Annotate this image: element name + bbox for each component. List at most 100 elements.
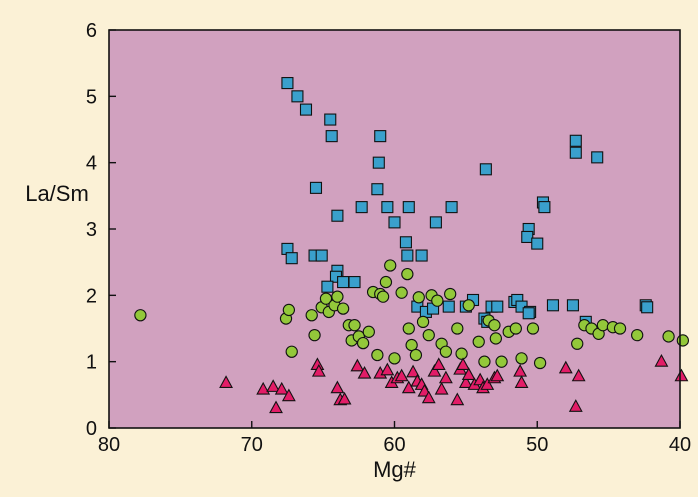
triangle-point bbox=[256, 381, 271, 395]
x-tick-label: 70 bbox=[241, 434, 263, 456]
square-point bbox=[522, 307, 535, 320]
circle-point bbox=[388, 352, 401, 365]
triangle-point bbox=[458, 375, 473, 388]
triangle-point bbox=[406, 364, 420, 378]
circle-point bbox=[596, 319, 610, 332]
triangle-point bbox=[480, 377, 495, 390]
circle-point bbox=[371, 348, 384, 362]
circle-point bbox=[526, 322, 540, 335]
circle-point bbox=[472, 335, 485, 348]
square-point bbox=[337, 276, 350, 289]
triangle-point bbox=[274, 381, 289, 395]
square-point bbox=[402, 201, 415, 214]
circle-point bbox=[533, 356, 547, 370]
triangle-point bbox=[450, 392, 465, 406]
circle-point bbox=[515, 352, 528, 365]
square-point bbox=[291, 90, 304, 103]
circle-point bbox=[336, 302, 350, 315]
square-point bbox=[479, 163, 492, 176]
triangle-point bbox=[490, 368, 505, 382]
square-point bbox=[521, 230, 534, 244]
circle-point bbox=[488, 319, 501, 332]
circle-point bbox=[431, 294, 444, 307]
square-point bbox=[374, 130, 387, 143]
square-point bbox=[442, 300, 455, 313]
circle-point bbox=[416, 315, 430, 329]
triangle-point bbox=[461, 367, 476, 380]
y-tick-label: 6 bbox=[86, 20, 97, 42]
y-tick-label: 2 bbox=[86, 285, 97, 307]
triangle-point bbox=[281, 388, 296, 402]
triangle-point bbox=[421, 390, 436, 404]
square-point bbox=[371, 183, 384, 196]
square-point bbox=[381, 201, 394, 214]
circle-point bbox=[676, 334, 690, 347]
square-point bbox=[299, 103, 313, 116]
circle-point bbox=[362, 325, 375, 338]
circle-point bbox=[376, 290, 390, 303]
square-point bbox=[641, 301, 654, 314]
circle-point bbox=[495, 355, 508, 368]
square-point bbox=[591, 151, 604, 164]
square-point bbox=[531, 237, 544, 250]
plot-area bbox=[109, 30, 680, 428]
square-point bbox=[538, 201, 551, 214]
circle-point bbox=[282, 303, 296, 317]
square-point bbox=[566, 299, 579, 312]
triangle-point bbox=[350, 358, 365, 372]
square-point bbox=[445, 201, 458, 214]
circle-point bbox=[444, 287, 457, 301]
square-point bbox=[415, 249, 428, 262]
circle-point bbox=[134, 309, 147, 322]
circle-point bbox=[331, 290, 344, 303]
circle-point bbox=[356, 336, 370, 350]
square-point bbox=[325, 130, 338, 143]
circle-point bbox=[379, 275, 393, 289]
y-tick-label: 5 bbox=[86, 86, 97, 108]
square-point bbox=[569, 146, 582, 159]
x-axis: 80 70 60 50 40 bbox=[98, 421, 691, 456]
triangle-point bbox=[674, 368, 689, 382]
circle-point bbox=[462, 299, 475, 312]
square-point bbox=[372, 156, 385, 169]
circle-point bbox=[305, 309, 318, 322]
circle-point bbox=[613, 322, 627, 335]
square-point bbox=[281, 77, 294, 90]
circle-point bbox=[285, 345, 298, 358]
circle-point bbox=[439, 345, 453, 358]
circle-point bbox=[509, 322, 522, 335]
triangle-point bbox=[357, 365, 372, 379]
triangle-point bbox=[571, 368, 586, 382]
circle-point bbox=[489, 332, 503, 345]
triangle-point bbox=[456, 357, 470, 371]
circle-point bbox=[308, 328, 321, 342]
triangle-point bbox=[513, 363, 528, 377]
square-point bbox=[401, 249, 414, 262]
y-axis: 0 1 2 3 4 5 6 bbox=[86, 20, 116, 440]
triangle-point bbox=[401, 380, 416, 394]
square-point bbox=[321, 280, 334, 293]
circle-point bbox=[409, 348, 423, 362]
triangle-point bbox=[434, 381, 449, 395]
triangle-point bbox=[394, 368, 409, 382]
circle-point bbox=[401, 267, 414, 281]
square-point bbox=[331, 209, 344, 222]
circle-point bbox=[402, 322, 415, 335]
circle-point bbox=[571, 337, 584, 350]
y-tick-label: 0 bbox=[86, 418, 97, 440]
circle-point bbox=[451, 322, 464, 335]
triangle-point bbox=[654, 354, 669, 367]
square-point bbox=[348, 276, 361, 289]
x-tick-label: 50 bbox=[526, 434, 548, 456]
series-circles bbox=[134, 259, 690, 370]
square-point bbox=[491, 300, 504, 313]
x-axis-label: Mg# bbox=[373, 457, 417, 482]
circle-point bbox=[478, 355, 491, 368]
circle-point bbox=[662, 330, 675, 343]
triangle-point bbox=[431, 357, 446, 371]
square-point bbox=[355, 201, 368, 214]
circle-point bbox=[319, 292, 333, 305]
square-point bbox=[315, 249, 328, 262]
triangle-point bbox=[568, 399, 583, 412]
